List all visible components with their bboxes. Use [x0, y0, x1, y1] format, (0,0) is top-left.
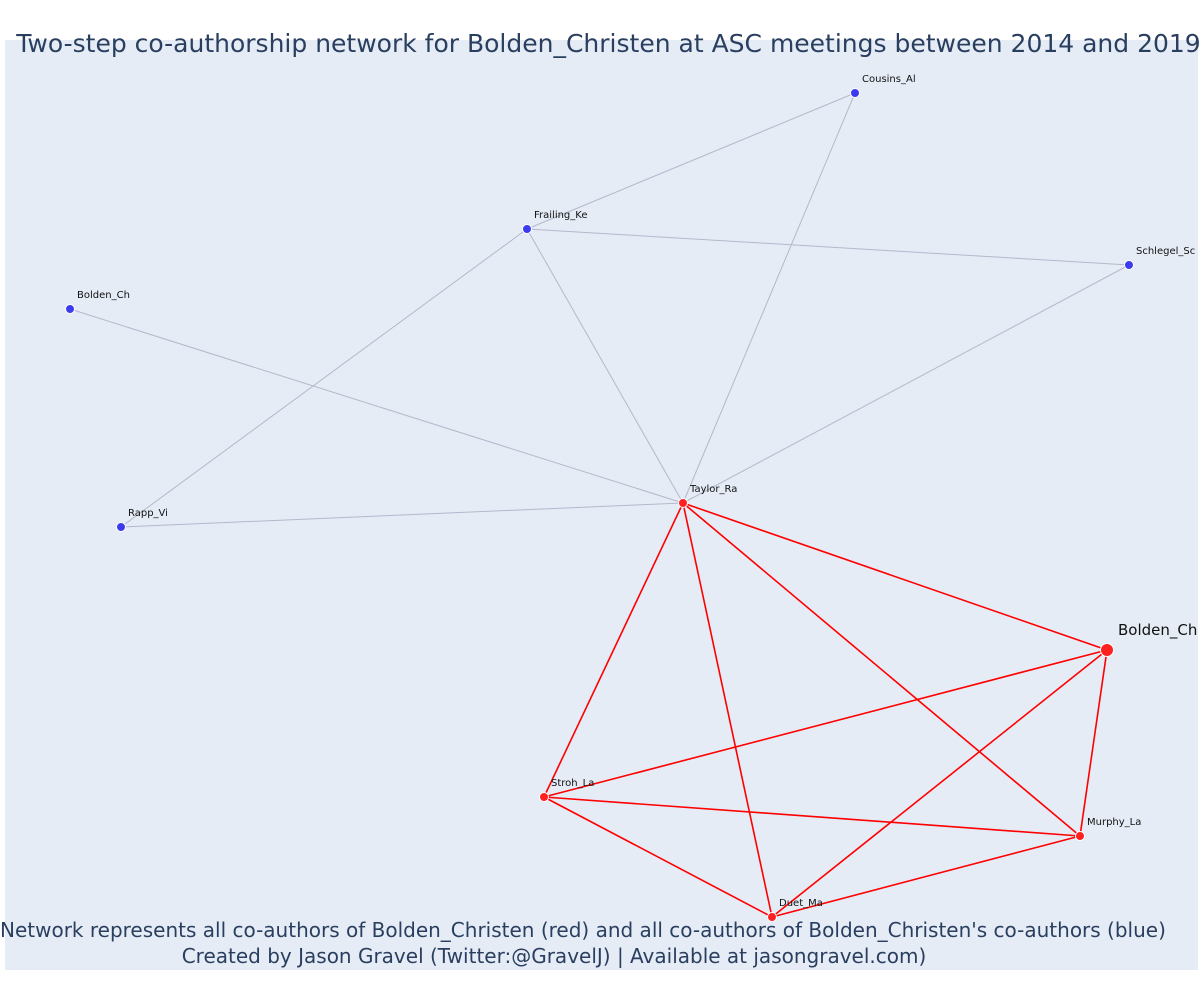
caption-line-2: Created by Jason Gravel (Twitter:@Gravel…	[181, 944, 927, 968]
node-label-Murphy_La: Murphy_La	[1087, 817, 1141, 828]
node-Taylor_Ra[interactable]	[678, 498, 688, 508]
node-Frailing_Ke[interactable]	[522, 224, 532, 234]
edge-Frailing_Ke-Schlegel_Sc	[526, 228, 1130, 266]
node-Schlegel_Sc[interactable]	[1124, 260, 1134, 270]
edge-Cousins_Al-Taylor_Ra	[682, 92, 856, 504]
edge-Stroh_La-Duet_Ma	[543, 796, 773, 918]
edge-Bolden_Ch_focal-Duet_Ma	[771, 649, 1108, 918]
edge-Frailing_Ke-Cousins_Al	[526, 92, 856, 230]
node-label-Rapp_Vi: Rapp_Vi	[128, 508, 168, 519]
node-label-Taylor_Ra: Taylor_Ra	[689, 484, 737, 495]
edge-Duet_Ma-Murphy_La	[771, 835, 1081, 918]
caption-line-1: Network represents all co-authors of Bol…	[0, 918, 1166, 942]
node-Bolden_Ch_2[interactable]	[65, 304, 75, 314]
edges-layer	[69, 92, 1130, 918]
node-Duet_Ma[interactable]	[767, 912, 777, 922]
edge-Frailing_Ke-Rapp_Vi	[120, 228, 528, 528]
chart-title: Two-step co-authorship network for Bolde…	[16, 29, 1200, 58]
node-Bolden_Ch_focal[interactable]	[1100, 643, 1114, 657]
node-Cousins_Al[interactable]	[850, 88, 860, 98]
edge-Taylor_Ra-Bolden_Ch_focal	[682, 502, 1108, 651]
node-Rapp_Vi[interactable]	[116, 522, 126, 532]
node-label-Stroh_La: Stroh_La	[551, 778, 594, 789]
node-label-Bolden_Ch_2: Bolden_Ch	[77, 290, 130, 301]
edge-Rapp_Vi-Taylor_Ra	[120, 502, 684, 528]
node-label-Frailing_Ke: Frailing_Ke	[534, 210, 588, 221]
node-Murphy_La[interactable]	[1075, 831, 1085, 841]
node-label-Cousins_Al: Cousins_Al	[862, 74, 916, 85]
labels-layer: Bolden_Ch Taylor_Ra Stroh_La Duet_Ma Murphy_…	[77, 74, 1197, 909]
nodes-layer	[65, 88, 1134, 922]
node-Stroh_La[interactable]	[539, 792, 549, 802]
node-label-Schlegel_Sc: Schlegel_Sc	[1136, 246, 1195, 257]
edge-Bolden_Ch_focal-Stroh_La	[543, 649, 1108, 798]
edge-Schlegel_Sc-Taylor_Ra	[682, 264, 1130, 504]
edge-Stroh_La-Murphy_La	[543, 796, 1081, 837]
edge-Bolden_Ch_2-Taylor_Ra	[69, 308, 684, 504]
node-label-Duet_Ma: Duet_Ma	[779, 898, 823, 909]
edge-Taylor_Ra-Murphy_La	[682, 502, 1081, 837]
edge-Taylor_Ra-Duet_Ma	[682, 502, 773, 918]
edge-Taylor_Ra-Stroh_La	[543, 502, 684, 798]
edge-Frailing_Ke-Taylor_Ra	[526, 228, 684, 504]
edge-Bolden_Ch_focal-Murphy_La	[1079, 649, 1108, 837]
node-label-Bolden_Ch_focal: Bolden_Ch	[1118, 621, 1197, 640]
plot-area	[5, 40, 1198, 970]
